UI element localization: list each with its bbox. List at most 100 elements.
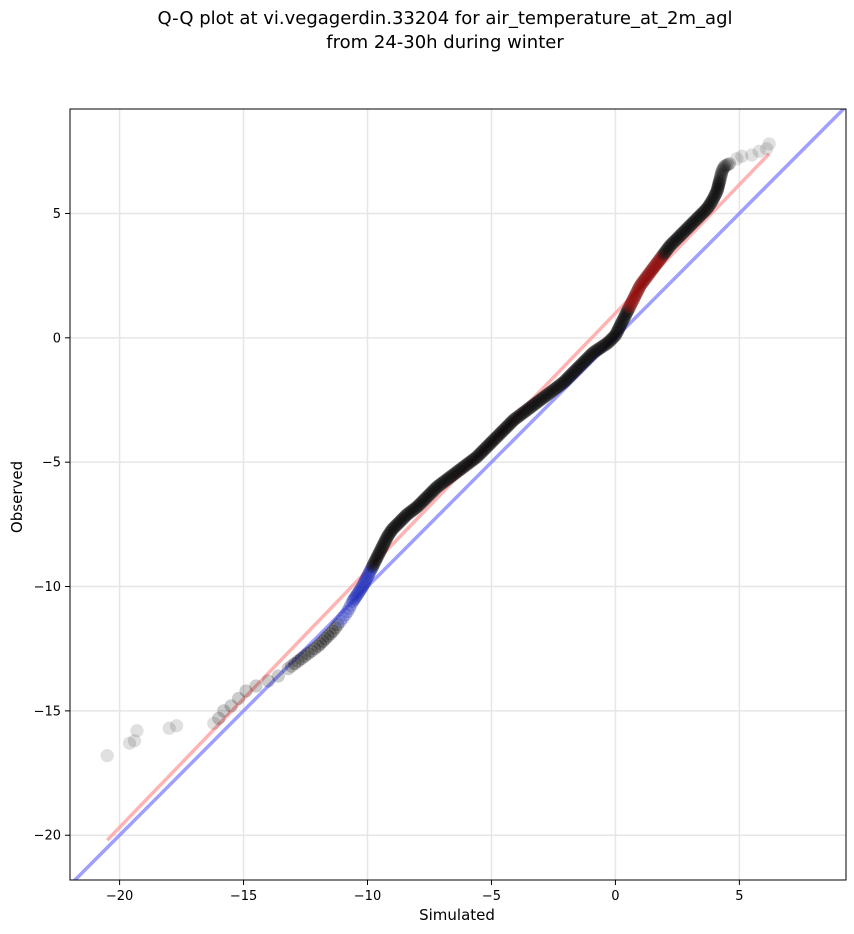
quantile-point	[489, 430, 504, 445]
quantile-point	[564, 368, 578, 382]
quantile-point	[478, 441, 493, 456]
quantile-point	[415, 495, 429, 509]
quantile-point	[603, 333, 618, 348]
quantile-point	[676, 225, 691, 239]
quantile-point	[261, 674, 276, 688]
quantile-point	[490, 429, 505, 443]
quantile-point	[239, 684, 253, 698]
quantile-point	[403, 505, 417, 520]
quantile-point	[487, 433, 501, 447]
quantile-point	[590, 343, 605, 357]
quantile-point	[419, 491, 433, 505]
quantile-point	[587, 344, 602, 359]
quantile-point	[690, 211, 704, 226]
quantile-point	[663, 239, 677, 253]
quantile-point	[561, 370, 576, 385]
quantile-point	[373, 544, 387, 559]
quantile-point	[713, 171, 728, 185]
quantile-point	[650, 256, 664, 270]
quantile-point	[359, 573, 373, 587]
quantile-point	[721, 157, 735, 172]
quantile-point	[345, 594, 360, 609]
quantile-point	[348, 590, 363, 604]
quantile-point	[378, 535, 392, 549]
quantile-point	[363, 564, 377, 579]
quantile-point	[362, 566, 376, 581]
quantile-point	[714, 167, 728, 182]
quantile-point	[371, 548, 386, 562]
quantile-point	[531, 395, 545, 409]
x-tick-label: 5	[735, 889, 743, 904]
quantile-point	[714, 166, 729, 180]
quantile-point	[630, 283, 645, 298]
quantile-point	[533, 392, 548, 407]
quantile-point	[328, 621, 343, 635]
y-axis-label: Observed	[8, 461, 26, 533]
quantile-point	[484, 435, 499, 450]
quantile-point	[445, 468, 460, 483]
quantile-point	[552, 379, 566, 393]
quantile-point	[430, 480, 444, 494]
quantile-point	[455, 461, 470, 475]
quantile-point	[582, 349, 597, 364]
quantile-point	[668, 234, 682, 248]
quantile-point	[712, 176, 726, 190]
quantile-point	[359, 571, 374, 585]
x-axis-label: Simulated	[419, 906, 495, 924]
plot-frame	[69, 108, 847, 881]
quantile-point	[699, 202, 713, 217]
quantile-point	[542, 386, 556, 400]
quantile-point	[566, 365, 581, 380]
quantile-point	[493, 426, 507, 441]
quantile-point	[648, 258, 662, 273]
quantile-point	[623, 298, 638, 313]
quantile-point	[679, 222, 693, 237]
quantile-point	[479, 440, 494, 454]
quantile-point	[378, 533, 393, 547]
quantile-point	[627, 290, 642, 304]
fit-line	[105, 152, 771, 842]
quantile-point	[433, 478, 447, 492]
quantile-point	[620, 305, 634, 319]
quantile-point	[686, 215, 701, 229]
quantile-point	[423, 486, 438, 501]
quantile-point	[472, 447, 486, 462]
quantile-point	[422, 487, 437, 502]
quantile-point	[674, 227, 688, 242]
quantile-point	[352, 584, 367, 598]
quantile-point	[122, 736, 137, 750]
quantile-point	[581, 350, 595, 365]
quantile-point	[616, 311, 631, 326]
quantile-point	[535, 391, 549, 406]
quantile-point	[381, 528, 396, 543]
quantile-point	[451, 464, 465, 478]
quantile-point	[454, 462, 468, 476]
quantile-point	[704, 195, 718, 210]
quantile-point	[655, 248, 670, 263]
quantile-point	[631, 282, 646, 296]
quantile-point	[608, 328, 623, 343]
quantile-point	[675, 226, 690, 241]
quantile-point	[719, 158, 733, 173]
quantile-point	[435, 476, 450, 490]
quantile-point	[364, 563, 378, 577]
quantile-point	[649, 257, 663, 272]
quantile-point	[169, 719, 184, 733]
quantile-point	[249, 679, 263, 693]
quantile-point	[745, 148, 759, 162]
quantile-point	[288, 656, 302, 671]
quantile-point	[553, 377, 568, 392]
quantile-point	[670, 231, 685, 246]
quantile-point	[599, 337, 614, 351]
quantile-point	[377, 536, 391, 551]
y-tick-label: −20	[34, 829, 61, 844]
quantile-point	[437, 474, 451, 489]
quantile-points	[100, 137, 776, 763]
quantile-point	[614, 316, 628, 331]
quantile-point	[696, 205, 711, 219]
quantile-point	[406, 503, 420, 517]
quantile-point	[338, 607, 352, 622]
quantile-point	[630, 285, 644, 299]
quantile-point	[162, 721, 176, 736]
